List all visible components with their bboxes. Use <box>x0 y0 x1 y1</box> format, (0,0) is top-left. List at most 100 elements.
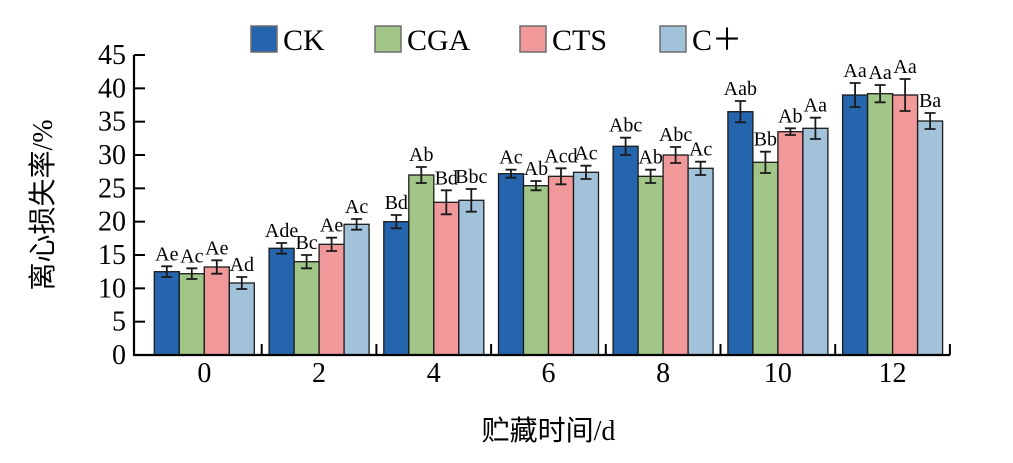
error-bar-C＋-day8 <box>695 160 707 176</box>
error-bar-C＋-day2 <box>351 218 363 231</box>
error-bar-CK-day12 <box>849 82 861 108</box>
legend-swatch-CGA <box>374 25 402 53</box>
x-tick-label-10: 10 <box>764 358 792 389</box>
bar-CGA-day2 <box>293 261 320 356</box>
bar-C＋-day2 <box>343 223 370 356</box>
error-bar-C＋-day4 <box>465 188 477 213</box>
error-bar-CTS-day4 <box>440 189 452 216</box>
y-tick-label-35: 35 <box>98 107 126 138</box>
x-tick-label-8: 8 <box>656 358 670 389</box>
y-tick-label-25: 25 <box>98 173 126 204</box>
sig-label-CTS-day10: Ab <box>778 105 802 127</box>
error-bar-CGA-day6 <box>530 180 542 192</box>
error-bar-CK-day6 <box>505 168 517 179</box>
error-bar-CGA-day0 <box>186 267 198 280</box>
bar-CTS-day0 <box>203 266 230 356</box>
bar-CGA-day6 <box>522 185 550 356</box>
sig-label-CGA-day8: Ab <box>638 147 662 169</box>
sig-label-CTS-day2: Ae <box>320 215 343 237</box>
bar-CTS-day2 <box>318 243 345 356</box>
legend-swatch-CK <box>250 25 278 53</box>
sig-label-CGA-day12: Aa <box>868 62 891 84</box>
y-tick-label-15: 15 <box>98 240 126 271</box>
x-tick-label-2: 2 <box>312 358 326 389</box>
sig-label-CTS-day4: Bd <box>435 167 458 189</box>
bar-CGA-day10 <box>752 161 779 356</box>
bar-C＋-day4 <box>458 199 485 356</box>
bar-CK-day10 <box>727 111 754 356</box>
error-bar-CTS-day10 <box>784 127 796 136</box>
x-tick-label-4: 4 <box>427 358 441 389</box>
legend-label-CGA: CGA <box>407 24 471 57</box>
error-bar-CTS-day0 <box>211 259 223 275</box>
bar-CGA-day4 <box>408 174 435 356</box>
x-tick-label-6: 6 <box>541 358 555 389</box>
sig-label-C＋-day4: Bbc <box>455 166 487 188</box>
error-bar-CTS-day12 <box>899 78 911 112</box>
bar-CTS-day8 <box>662 154 689 356</box>
sig-label-CK-day4: Bd <box>385 192 408 214</box>
bar-CGA-day0 <box>178 273 205 356</box>
error-bar-CK-day10 <box>734 100 746 124</box>
legend-label-C＋: C＋ <box>692 24 742 57</box>
error-bar-C＋-day6 <box>580 164 592 180</box>
y-tick-label-10: 10 <box>98 273 126 304</box>
y-tick-label-0: 0 <box>112 340 126 371</box>
sig-label-CK-day6: Ac <box>499 147 522 169</box>
sig-label-CGA-day6: Ab <box>524 158 548 180</box>
error-bar-CGA-day10 <box>759 150 771 174</box>
sig-label-CK-day2: Ade <box>265 220 298 242</box>
sig-label-C＋-day2: Ac <box>345 196 368 218</box>
error-bar-CK-day8 <box>620 136 632 156</box>
sig-label-CTS-day6: Acd <box>544 145 577 167</box>
bar-CK-day0 <box>153 271 180 356</box>
error-bar-CTS-day2 <box>326 236 338 252</box>
bar-CGA-day8 <box>637 175 664 356</box>
sig-label-C＋-day6: Ac <box>574 143 597 165</box>
bar-CTS-day10 <box>777 131 804 356</box>
error-bar-CK-day0 <box>161 265 173 278</box>
error-bar-CK-day2 <box>276 242 288 255</box>
bar-CK-day6 <box>497 173 525 356</box>
x-axis-title: 贮藏时间/d <box>482 415 616 447</box>
error-bar-CTS-day6 <box>555 167 567 186</box>
sig-label-CGA-day2: Bc <box>295 232 317 254</box>
bar-CTS-day6 <box>547 175 575 356</box>
bar-C＋-day0 <box>228 282 255 356</box>
x-tick-label-0: 0 <box>197 358 211 389</box>
sig-label-C＋-day0: Ad <box>230 254 254 276</box>
y-tick-label-40: 40 <box>98 73 126 104</box>
sig-label-C＋-day12: Ba <box>919 90 941 112</box>
error-bar-C＋-day10 <box>809 116 821 140</box>
error-bar-C＋-day12 <box>924 112 936 130</box>
error-bar-C＋-day0 <box>236 276 248 290</box>
sig-label-CK-day10: Aab <box>724 78 757 100</box>
bar-CK-day12 <box>841 94 869 356</box>
sig-label-CK-day0: Ae <box>155 243 178 265</box>
x-tick-label-12: 12 <box>879 358 907 389</box>
sig-label-CTS-day0: Ae <box>205 237 228 259</box>
y-tick-label-5: 5 <box>112 307 126 338</box>
sig-label-CTS-day8: Abc <box>659 124 692 146</box>
y-tick-label-20: 20 <box>98 207 126 238</box>
bar-C＋-day12 <box>916 120 944 356</box>
legend-swatch-C＋ <box>659 25 687 53</box>
y-tick-label-30: 30 <box>98 140 126 171</box>
bar-CK-day2 <box>268 247 295 356</box>
error-bar-CGA-day4 <box>415 166 427 184</box>
bar-C＋-day8 <box>687 167 714 356</box>
bar-CK-day8 <box>612 145 639 356</box>
y-axis-title: 离心损失率/% <box>27 119 59 290</box>
bar-CTS-day4 <box>433 201 460 356</box>
bar-CTS-day12 <box>891 94 919 356</box>
error-bar-CTS-day8 <box>670 146 682 164</box>
error-bar-CGA-day2 <box>301 254 313 270</box>
sig-label-C＋-day8: Ac <box>689 139 712 161</box>
sig-label-CK-day12: Aa <box>843 60 866 82</box>
legend-swatch-CTS <box>519 25 547 53</box>
y-tick-label-45: 45 <box>98 40 126 71</box>
sig-label-CK-day8: Abc <box>609 115 642 137</box>
error-bar-CK-day4 <box>390 214 402 230</box>
